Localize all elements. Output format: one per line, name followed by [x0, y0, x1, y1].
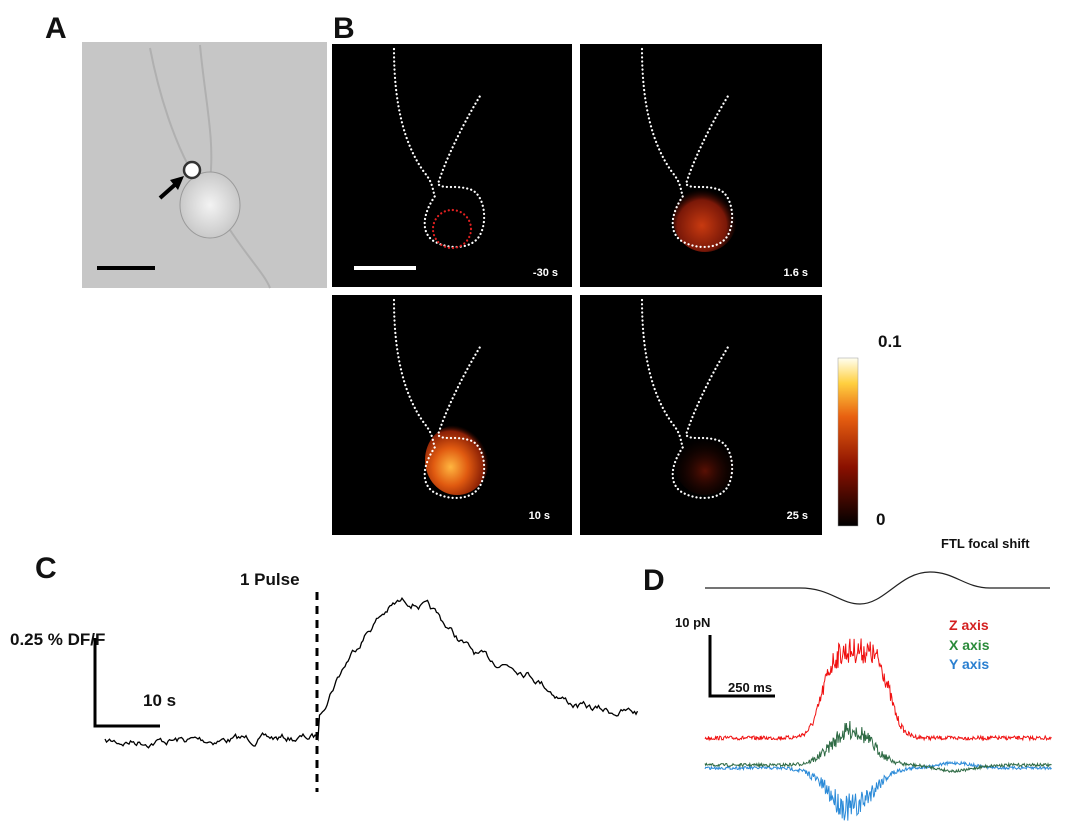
- frame-bg: [332, 295, 572, 535]
- signal: [673, 186, 737, 252]
- neurite: [149, 44, 271, 289]
- time-label: 25 s: [787, 510, 808, 522]
- signal: [425, 425, 489, 495]
- scale-bar: [97, 266, 155, 270]
- scale-bar: [93, 638, 160, 728]
- frame: 10 s: [332, 295, 572, 535]
- scale-bar: [354, 266, 416, 270]
- x-scale-label: 250 ms: [728, 680, 772, 695]
- colorbar-max: 0.1: [878, 332, 902, 351]
- legend-entry: Z axis: [949, 617, 989, 633]
- trace: [704, 720, 1052, 774]
- x-scale-label: 10 s: [143, 691, 176, 710]
- scale-bar: [708, 635, 775, 698]
- arrow-head: [170, 176, 184, 190]
- trace: [104, 597, 639, 749]
- time-label: -30 s: [533, 267, 558, 279]
- panel-label: C: [35, 552, 57, 585]
- focal-shift-trace: [705, 571, 1050, 605]
- frame-bg: [332, 44, 572, 287]
- trace-title: FTL focal shift: [941, 536, 1030, 551]
- cell-body: [179, 171, 241, 239]
- frame: 1.6 s: [580, 44, 822, 287]
- legend-entry: X axis: [949, 637, 990, 653]
- panel-label: D: [643, 564, 665, 597]
- roi: [431, 208, 473, 250]
- legend-entry: Y axis: [949, 656, 989, 672]
- colorbar-min: 0: [876, 510, 885, 529]
- trace: [704, 638, 1052, 742]
- frame: 25 s: [580, 295, 822, 535]
- frame-bg: [580, 295, 822, 535]
- time-label: 10 s: [529, 510, 550, 522]
- panel-label: A: [45, 12, 67, 45]
- colorbar: [837, 357, 859, 527]
- time-label: 1.6 s: [784, 267, 808, 279]
- bead: [182, 160, 202, 180]
- panel-label: B: [333, 12, 355, 45]
- trace: [704, 760, 1052, 821]
- frame: -30 s: [332, 44, 572, 287]
- y-scale-label: 10 pN: [675, 615, 710, 630]
- stimulus-label: 1 Pulse: [240, 570, 300, 589]
- y-scale-label: 0.25 % DF/F: [10, 630, 105, 649]
- signal: [675, 435, 735, 495]
